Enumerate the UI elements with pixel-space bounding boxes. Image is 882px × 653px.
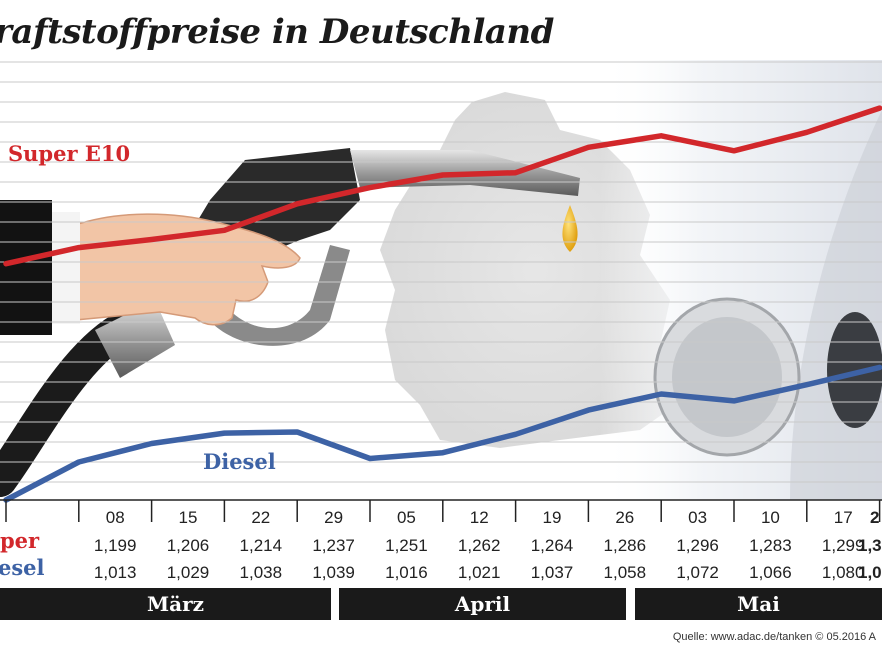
value-label-super: 1,214 bbox=[240, 536, 283, 555]
x-tick-label: 26 bbox=[615, 508, 634, 527]
x-tick-label: 12 bbox=[470, 508, 489, 527]
hose-collar-icon bbox=[95, 300, 175, 378]
shirt-cuff-icon bbox=[48, 212, 80, 324]
value-label-diesel: 1,013 bbox=[94, 563, 137, 582]
value-label-super: 1,199 bbox=[94, 536, 137, 555]
value-label-diesel: 1,021 bbox=[458, 563, 501, 582]
diesel-row-label: esel bbox=[0, 555, 45, 580]
month-label: März bbox=[147, 592, 204, 616]
data-point-diesel bbox=[587, 409, 589, 411]
x-tick-label: 03 bbox=[688, 508, 707, 527]
suit-sleeve-icon bbox=[0, 200, 52, 335]
value-label-diesel: 1,039 bbox=[312, 563, 355, 582]
data-point-super bbox=[733, 150, 735, 152]
x-tick-label: 19 bbox=[543, 508, 562, 527]
data-point-super bbox=[296, 203, 298, 205]
fuel-opening-icon bbox=[827, 312, 882, 428]
x-tick-label: 22 bbox=[251, 508, 270, 527]
data-point-diesel bbox=[733, 400, 735, 402]
super-series-label: Super E10 bbox=[8, 141, 130, 166]
month-bar bbox=[635, 588, 882, 620]
pump-trigger-guard-icon bbox=[205, 245, 350, 346]
data-point-diesel bbox=[879, 366, 881, 368]
data-point-super bbox=[151, 239, 153, 241]
value-label-diesel: 1,058 bbox=[604, 563, 647, 582]
x-tick-label: 05 bbox=[397, 508, 416, 527]
data-point-super bbox=[806, 131, 808, 133]
x-tick-label: 10 bbox=[761, 508, 780, 527]
data-point-super bbox=[660, 135, 662, 137]
value-label-diesel: 1,016 bbox=[385, 563, 428, 582]
value-label-diesel: 1,066 bbox=[749, 563, 792, 582]
value-label-super: 1,206 bbox=[167, 536, 210, 555]
value-label-diesel: 1,072 bbox=[676, 563, 719, 582]
data-point-diesel bbox=[442, 452, 444, 454]
fuel-drop-icon bbox=[562, 205, 578, 252]
value-label-diesel: 1,080 bbox=[822, 563, 865, 582]
fuel-cap-inner-icon bbox=[672, 317, 782, 437]
x-axis-ticks: 08 15 22 29 05 12 19 26 03 10 17 2 bbox=[0, 499, 882, 527]
value-label-super: 1,3 bbox=[858, 536, 882, 555]
x-tick-label: 17 bbox=[834, 508, 853, 527]
data-point-diesel bbox=[223, 432, 225, 434]
data-point-diesel bbox=[660, 393, 662, 395]
data-point-super bbox=[78, 247, 80, 249]
x-tick-label: 29 bbox=[324, 508, 343, 527]
value-label-super: 1,262 bbox=[458, 536, 501, 555]
super-row-label: per bbox=[0, 528, 40, 553]
data-point-super bbox=[587, 146, 589, 148]
super-value-row: 1,199 1,206 1,214 1,237 1,251 1,262 1,264 1,286… bbox=[94, 536, 882, 555]
data-point-diesel bbox=[78, 461, 80, 463]
value-label-diesel: 1,029 bbox=[167, 563, 210, 582]
data-point-diesel bbox=[296, 431, 298, 433]
data-point-super bbox=[5, 263, 7, 265]
month-label: April bbox=[454, 592, 511, 616]
data-point-diesel bbox=[806, 384, 808, 386]
chart-title: raftstoffpreise in Deutschland bbox=[0, 12, 554, 52]
value-label-diesel: 1,0 bbox=[858, 563, 882, 582]
value-label-super: 1,237 bbox=[312, 536, 355, 555]
x-tick-label: 2 bbox=[870, 508, 879, 527]
value-label-super: 1,251 bbox=[385, 536, 428, 555]
value-label-super: 1,283 bbox=[749, 536, 792, 555]
data-point-super bbox=[515, 172, 517, 174]
month-bars: März April Mai bbox=[0, 588, 882, 620]
value-label-diesel: 1,037 bbox=[531, 563, 574, 582]
month-bar bbox=[339, 588, 626, 620]
diesel-series-label: Diesel bbox=[203, 449, 276, 474]
data-point-super bbox=[879, 107, 881, 109]
data-point-diesel bbox=[515, 433, 517, 435]
month-bar bbox=[0, 588, 331, 620]
data-point-super bbox=[442, 174, 444, 176]
month-label: Mai bbox=[737, 592, 780, 616]
x-tick-label: 08 bbox=[106, 508, 125, 527]
value-label-super: 1,299 bbox=[822, 536, 865, 555]
data-point-super bbox=[369, 187, 371, 189]
x-tick-label: 15 bbox=[179, 508, 198, 527]
source-credit: Quelle: www.adac.de/tanken © 05.2016 A bbox=[672, 631, 876, 643]
value-label-super: 1,296 bbox=[676, 536, 719, 555]
value-label-diesel: 1,038 bbox=[240, 563, 283, 582]
data-point-diesel bbox=[369, 458, 371, 460]
background-illustration bbox=[0, 60, 882, 500]
diesel-value-row: 1,013 1,029 1,038 1,039 1,016 1,021 1,037 1,058… bbox=[94, 563, 882, 582]
data-point-diesel bbox=[151, 443, 153, 445]
value-label-super: 1,264 bbox=[531, 536, 574, 555]
chart-series-lines bbox=[3, 105, 882, 503]
data-point-super bbox=[223, 229, 225, 231]
value-label-super: 1,286 bbox=[604, 536, 647, 555]
